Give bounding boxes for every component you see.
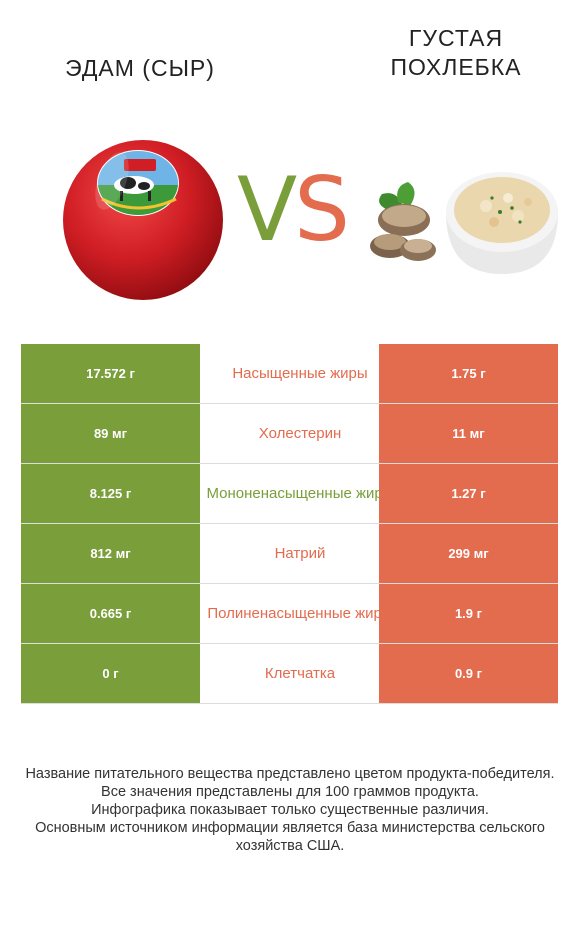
nutrient-name: Холестерин (258, 424, 342, 442)
nutrient-name: Полиненасыщенные жиры (207, 604, 393, 622)
right-value: 0.9 г (379, 644, 558, 703)
left-value: 0.665 г (21, 584, 200, 643)
nutrient-comparison-table: 17.572 г Насыщенные жиры 1.75 г 89 мг Холест… (21, 344, 558, 704)
left-value: 0 г (21, 644, 200, 703)
footer-line: Основным источником информации является … (35, 820, 545, 854)
nutrient-name: Мононенасыщенные жиры (206, 484, 394, 502)
vs-label: VS (222, 160, 362, 260)
table-row: 17.572 г Насыщенные жиры 1.75 г (21, 344, 558, 404)
footer-notes: Название питательного вещества представл… (20, 765, 560, 855)
left-value: 812 мг (21, 524, 200, 583)
table-row: 89 мг Холестерин 11 мг (21, 404, 558, 464)
nutrient-name: Натрий (274, 544, 326, 562)
vs-s: S (294, 158, 350, 261)
right-value: 1.27 г (379, 464, 558, 523)
right-value: 1.75 г (379, 344, 558, 403)
left-value: 17.572 г (21, 344, 200, 403)
footer-line: Все значения представлены для 100 граммо… (101, 784, 479, 800)
clam-chowder-bowl-icon (370, 172, 558, 274)
table-row: 0 г Клетчатка 0.9 г (21, 644, 558, 704)
footer-line: Название питательного вещества представл… (25, 766, 555, 782)
table-row: 8.125 г Мононенасыщенные жиры 1.27 г (21, 464, 558, 524)
vs-v: V (236, 158, 297, 261)
right-value: 11 мг (379, 404, 558, 463)
left-value: 89 мг (21, 404, 200, 463)
table-row: 812 мг Натрий 299 мг (21, 524, 558, 584)
footer-line: Инфографика показывает только существенн… (91, 802, 489, 818)
left-food-title: Эдам (сыр) (65, 55, 215, 81)
nutrient-name: Насыщенные жиры (232, 364, 368, 382)
left-value: 8.125 г (21, 464, 200, 523)
red-wax-cheese-ball-icon (63, 140, 223, 300)
table-row: 0.665 г Полиненасыщенные жиры 1.9 г (21, 584, 558, 644)
right-value: 1.9 г (379, 584, 558, 643)
right-value: 299 мг (379, 524, 558, 583)
nutrient-name: Клетчатка (264, 664, 336, 682)
right-food-title: Густая похлебка (390, 25, 522, 80)
